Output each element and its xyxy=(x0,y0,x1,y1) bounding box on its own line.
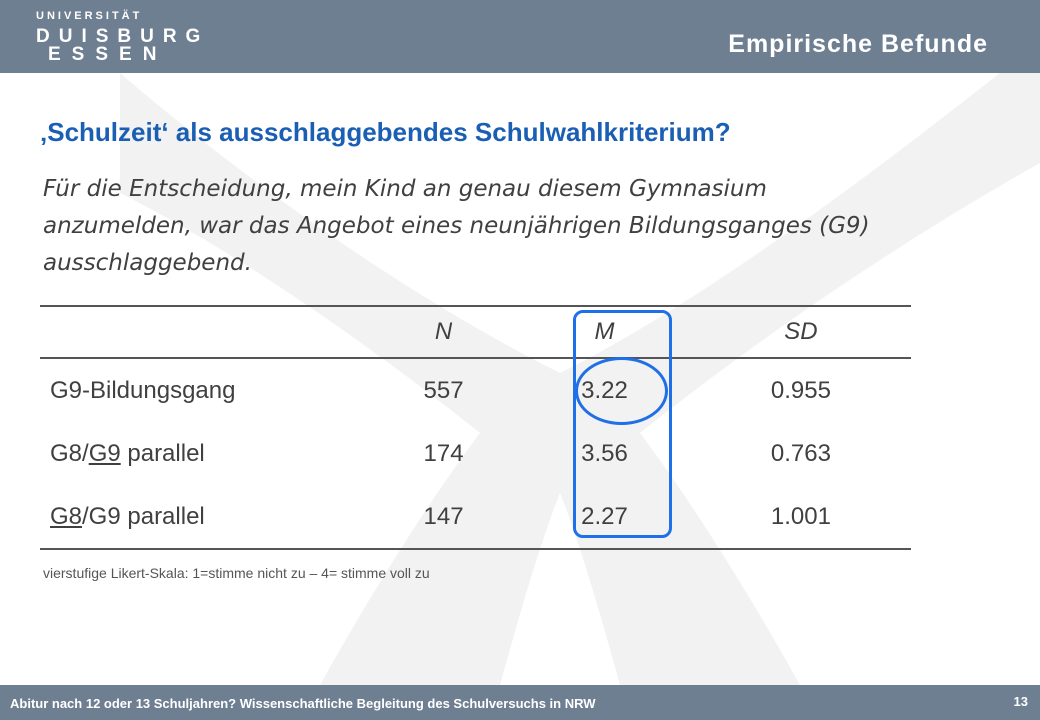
row-label-part: parallel xyxy=(120,439,205,467)
row-label-underlined: G8 xyxy=(50,502,83,530)
cell-n: 174 xyxy=(423,439,464,467)
logo-line-3: ESSEN xyxy=(48,44,168,65)
mean-value-highlight-circle xyxy=(575,357,668,425)
row-label: G8/G9 parallel xyxy=(40,422,369,485)
cell-sd: 0.955 xyxy=(770,376,831,404)
logo-line-1: UNIVERSITÄT xyxy=(36,10,143,22)
table-row: G8/G9 parallel 174 3.56 0.763 xyxy=(40,422,911,485)
section-title: Empirische Befunde xyxy=(728,30,988,58)
cell-sd: 0.763 xyxy=(770,439,831,467)
table-row: G9-Bildungsgang 557 3.22 0.955 xyxy=(40,358,911,422)
scale-note: vierstufige Likert-Skala: 1=stimme nicht… xyxy=(43,565,430,581)
results-table: N M SD G9-Bildungsgang 557 3.22 0.955 G8… xyxy=(40,305,911,550)
page-number: 13 xyxy=(1013,694,1028,709)
logo-line-2: DUISBURG xyxy=(36,26,210,47)
survey-question: Für die Entscheidung, mein Kind an genau… xyxy=(43,176,870,276)
row-label-part: /G9 parallel xyxy=(82,502,205,530)
row-label-part: G8/ xyxy=(50,439,89,467)
header-empty xyxy=(40,305,369,359)
header-n: N xyxy=(369,305,519,359)
row-label: G8/G9 parallel xyxy=(40,485,369,550)
row-label: G9-Bildungsgang xyxy=(50,376,236,404)
table-row: G8/G9 parallel 147 2.27 1.001 xyxy=(40,485,911,550)
slide-title: ‚Schulzeit‘ als ausschlaggebendes Schulw… xyxy=(40,117,731,147)
row-label-underlined: G9 xyxy=(88,439,121,467)
mean-column-highlight-box xyxy=(573,310,672,538)
cell-n: 557 xyxy=(423,376,464,404)
university-logo: UNIVERSITÄT DUISBURG ESSEN xyxy=(36,10,209,64)
header-bar: UNIVERSITÄT DUISBURG ESSEN Empirische Be… xyxy=(0,0,1040,73)
footer-text: Abitur nach 12 oder 13 Schuljahren? Wiss… xyxy=(10,696,596,711)
cell-n: 147 xyxy=(369,485,519,550)
cell-m: 3.56 xyxy=(581,439,628,467)
table-header-row: N M SD xyxy=(40,305,911,359)
cell-m: 2.27 xyxy=(518,485,691,550)
footer-bar: Abitur nach 12 oder 13 Schuljahren? Wiss… xyxy=(0,685,1040,720)
header-sd: SD xyxy=(690,305,911,359)
cell-sd: 1.001 xyxy=(690,485,911,550)
